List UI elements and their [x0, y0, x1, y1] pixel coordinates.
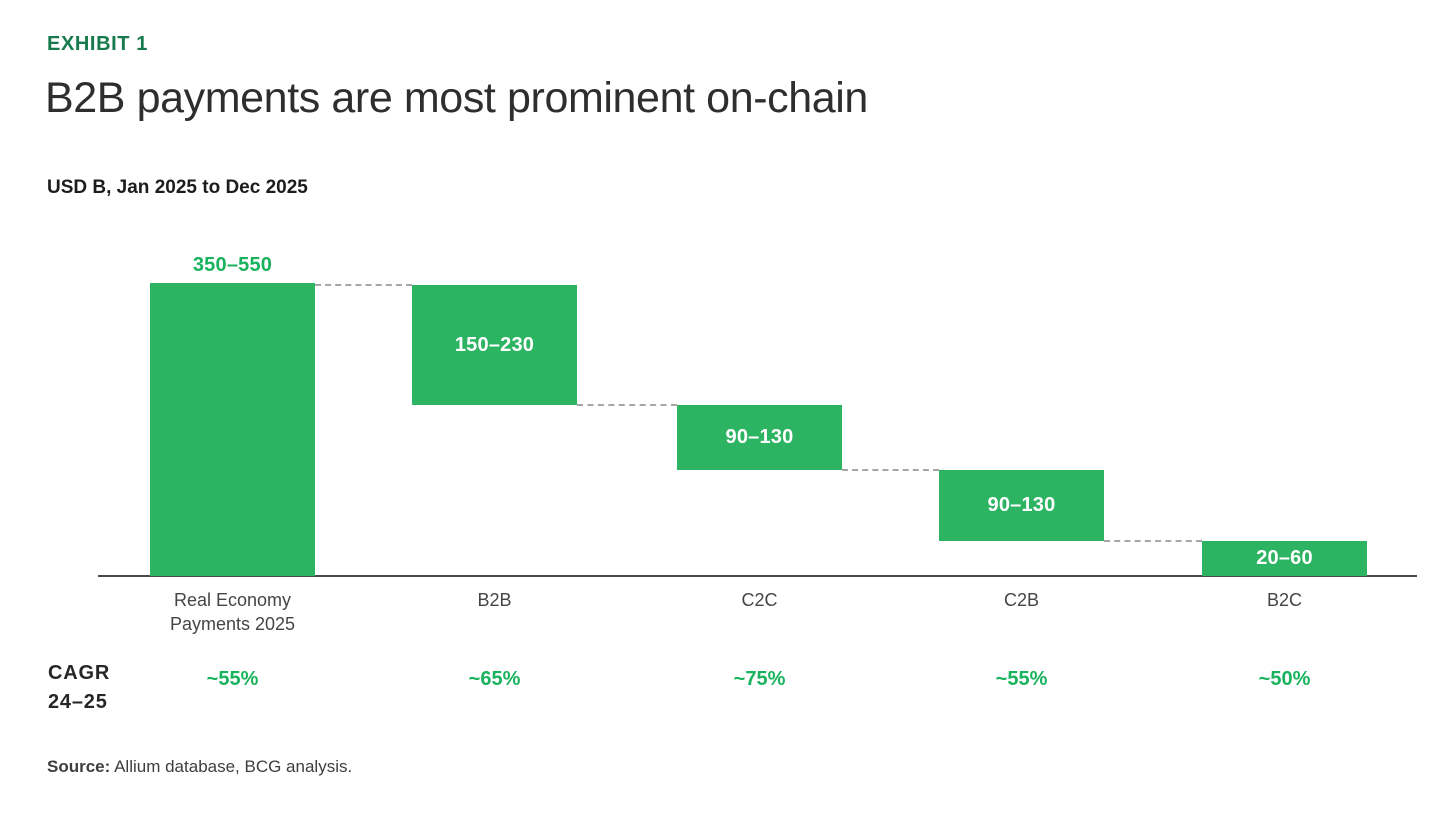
- waterfall-bar-real-economy-payments-2025: [150, 283, 315, 576]
- waterfall-connector: [577, 404, 677, 406]
- chart-units-subtitle: USD B, Jan 2025 to Dec 2025: [47, 177, 308, 198]
- waterfall-connector: [842, 469, 939, 471]
- cagr-value: ~75%: [733, 668, 786, 690]
- source-note: Source: Allium database, BCG analysis.: [47, 757, 352, 777]
- cagr-value: ~50%: [1258, 668, 1311, 690]
- x-axis-category-label: B2B: [477, 590, 512, 610]
- bar-value-label: 150–230: [454, 333, 535, 356]
- cagr-row-label-line1: CAGR: [48, 662, 111, 684]
- cagr-value: ~55%: [995, 668, 1048, 690]
- page-title: B2B payments are most prominent on-chain: [45, 74, 868, 122]
- waterfall-bar-b2c: 20–60: [1202, 541, 1367, 576]
- cagr-row-label: CAGR 24–25: [48, 659, 110, 717]
- source-text: Allium database, BCG analysis.: [114, 757, 353, 776]
- waterfall-connector: [1104, 540, 1202, 542]
- waterfall-connector: [315, 284, 412, 286]
- cagr-value: ~55%: [206, 668, 259, 690]
- exhibit-number-label: EXHIBIT 1: [47, 33, 148, 55]
- x-axis-line: [98, 575, 1417, 577]
- source-label: Source:: [47, 757, 111, 776]
- waterfall-bar-b2b: 150–230: [412, 285, 577, 405]
- x-axis-category-label: C2C: [741, 590, 778, 610]
- waterfall-bar-c2b: 90–130: [939, 470, 1104, 541]
- bar-value-label: 90–130: [725, 426, 794, 448]
- bar-value-label: 90–130: [987, 494, 1056, 516]
- waterfall-bar-c2c: 90–130: [677, 405, 842, 470]
- x-axis-category-label: Real Economy Payments 2025: [169, 590, 296, 634]
- x-axis-category-label: C2B: [1003, 590, 1039, 610]
- cagr-value: ~65%: [468, 668, 521, 690]
- cagr-row-label-line2: 24–25: [48, 691, 108, 713]
- bar-value-label: 350–550: [192, 254, 273, 276]
- x-axis-category-label: B2C: [1266, 590, 1302, 610]
- bar-value-label: 20–60: [1256, 547, 1313, 569]
